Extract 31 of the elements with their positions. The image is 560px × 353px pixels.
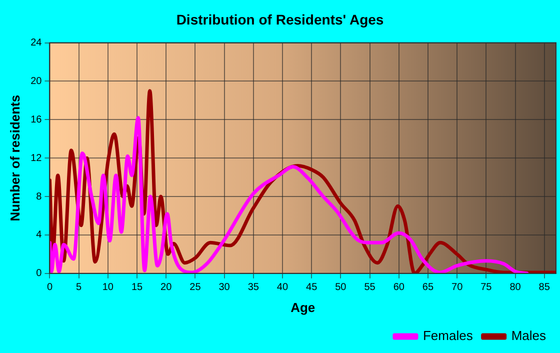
x-tick-label: 85 <box>538 282 550 294</box>
y-tick-label: 20 <box>30 76 42 87</box>
chart-title: Distribution of Residents' Ages <box>176 11 384 28</box>
legend-label: Males <box>511 328 546 344</box>
x-tick-label: 70 <box>452 282 464 294</box>
x-tick-label: 10 <box>102 282 114 294</box>
x-tick-label: 35 <box>248 282 260 294</box>
x-tick-label: 55 <box>364 282 376 294</box>
x-tick-label: 15 <box>131 282 144 294</box>
y-tick-label: 16 <box>30 114 42 126</box>
x-tick-label: 30 <box>218 282 230 294</box>
x-tick-label: 0 <box>46 282 53 294</box>
x-tick-label: 40 <box>276 282 288 294</box>
x-tick-label: 75 <box>480 282 492 294</box>
line-series <box>50 116 529 274</box>
y-tick-label: 4 <box>36 230 42 241</box>
x-tick-label: 20 <box>160 282 172 294</box>
y-tick-label: 24 <box>30 38 42 49</box>
x-tick-label: 80 <box>510 282 522 294</box>
y-tick-label: 0 <box>36 268 42 280</box>
x-tick-label: 45 <box>306 282 318 294</box>
legend-label: Females <box>422 328 474 344</box>
y-tick-label: 8 <box>36 191 42 202</box>
y-axis-title: Number of residents <box>7 94 22 222</box>
x-tick-label: 5 <box>76 282 82 294</box>
y-tick-label: 12 <box>30 152 42 164</box>
x-tick-label: 65 <box>422 282 434 294</box>
x-tick-label: 50 <box>335 282 347 294</box>
x-tick-label: 60 <box>393 282 405 294</box>
x-tick-label: 25 <box>190 282 202 294</box>
x-axis-title: Age <box>290 300 316 315</box>
